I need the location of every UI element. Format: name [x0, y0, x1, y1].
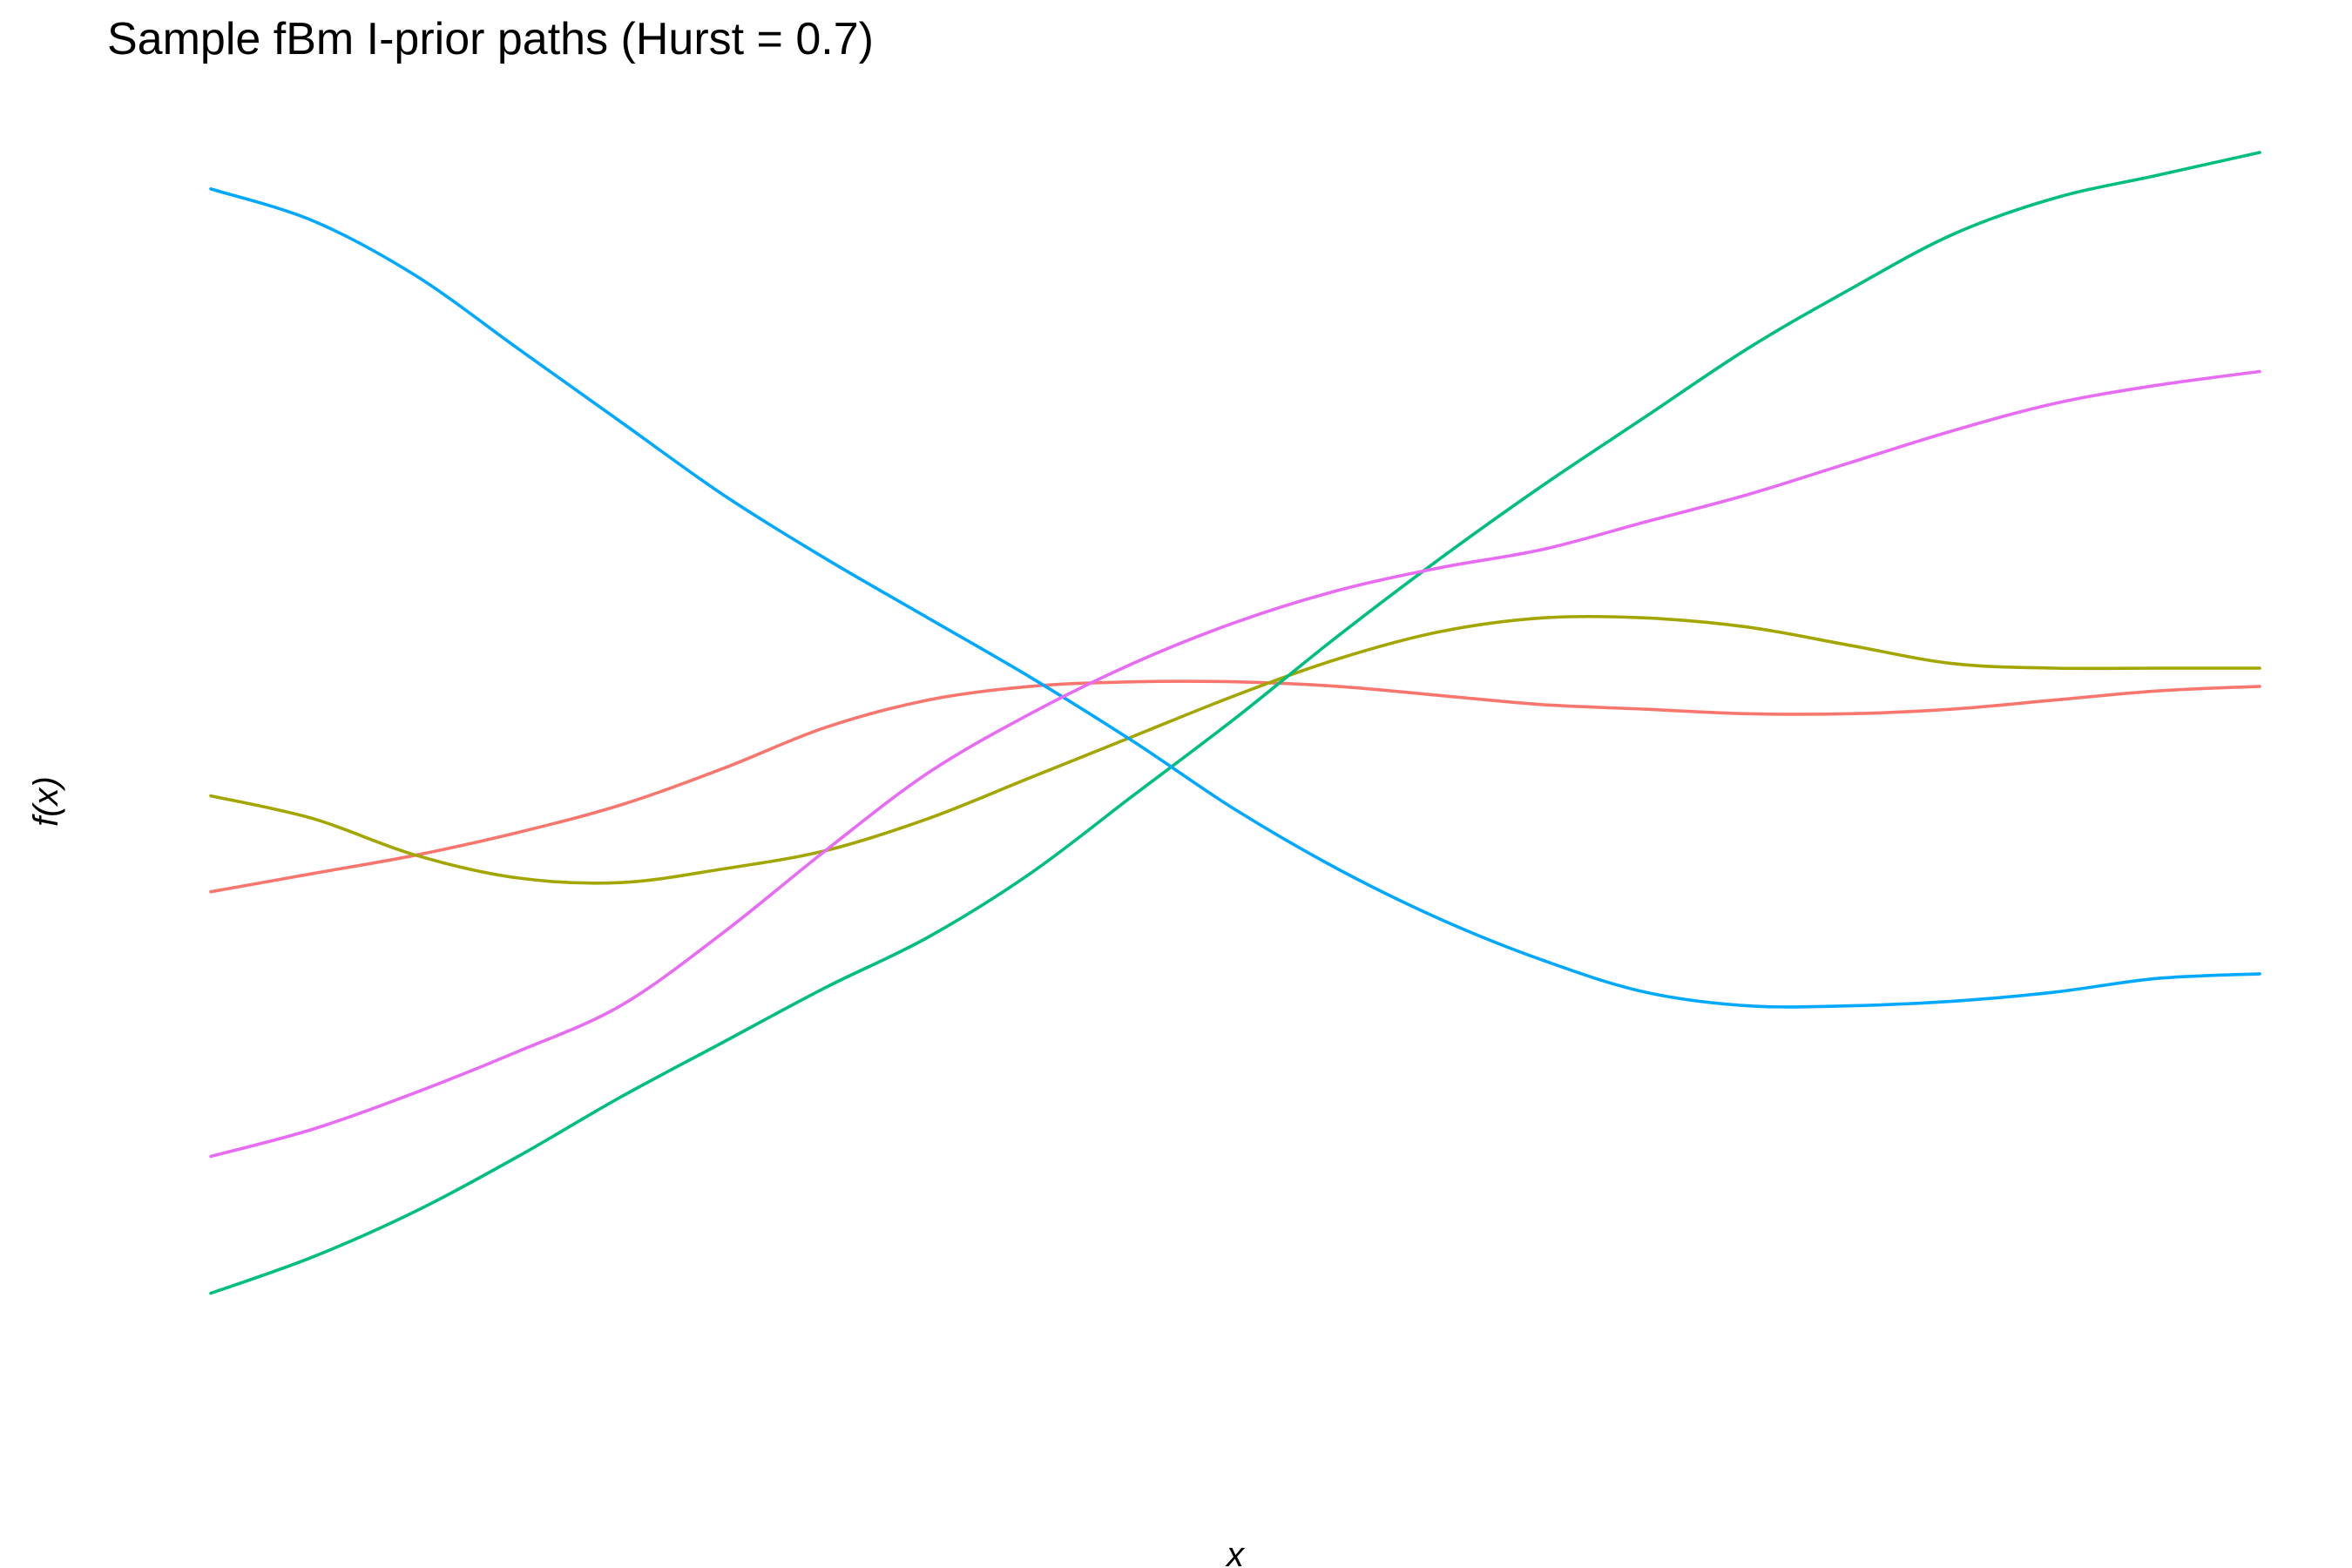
series-line-5 — [209, 369, 2261, 1159]
series-line-1 — [209, 679, 2261, 894]
y-axis-title: f(x) — [27, 776, 65, 827]
series-line-4 — [209, 187, 2261, 1009]
chart-title: Sample fBm I-prior paths (Hurst = 0.7) — [107, 14, 874, 64]
series-line-2 — [209, 614, 2261, 885]
series-line-3 — [209, 151, 2261, 1295]
plot-area — [209, 151, 2261, 1295]
x-axis-title: x — [1225, 1536, 1246, 1568]
